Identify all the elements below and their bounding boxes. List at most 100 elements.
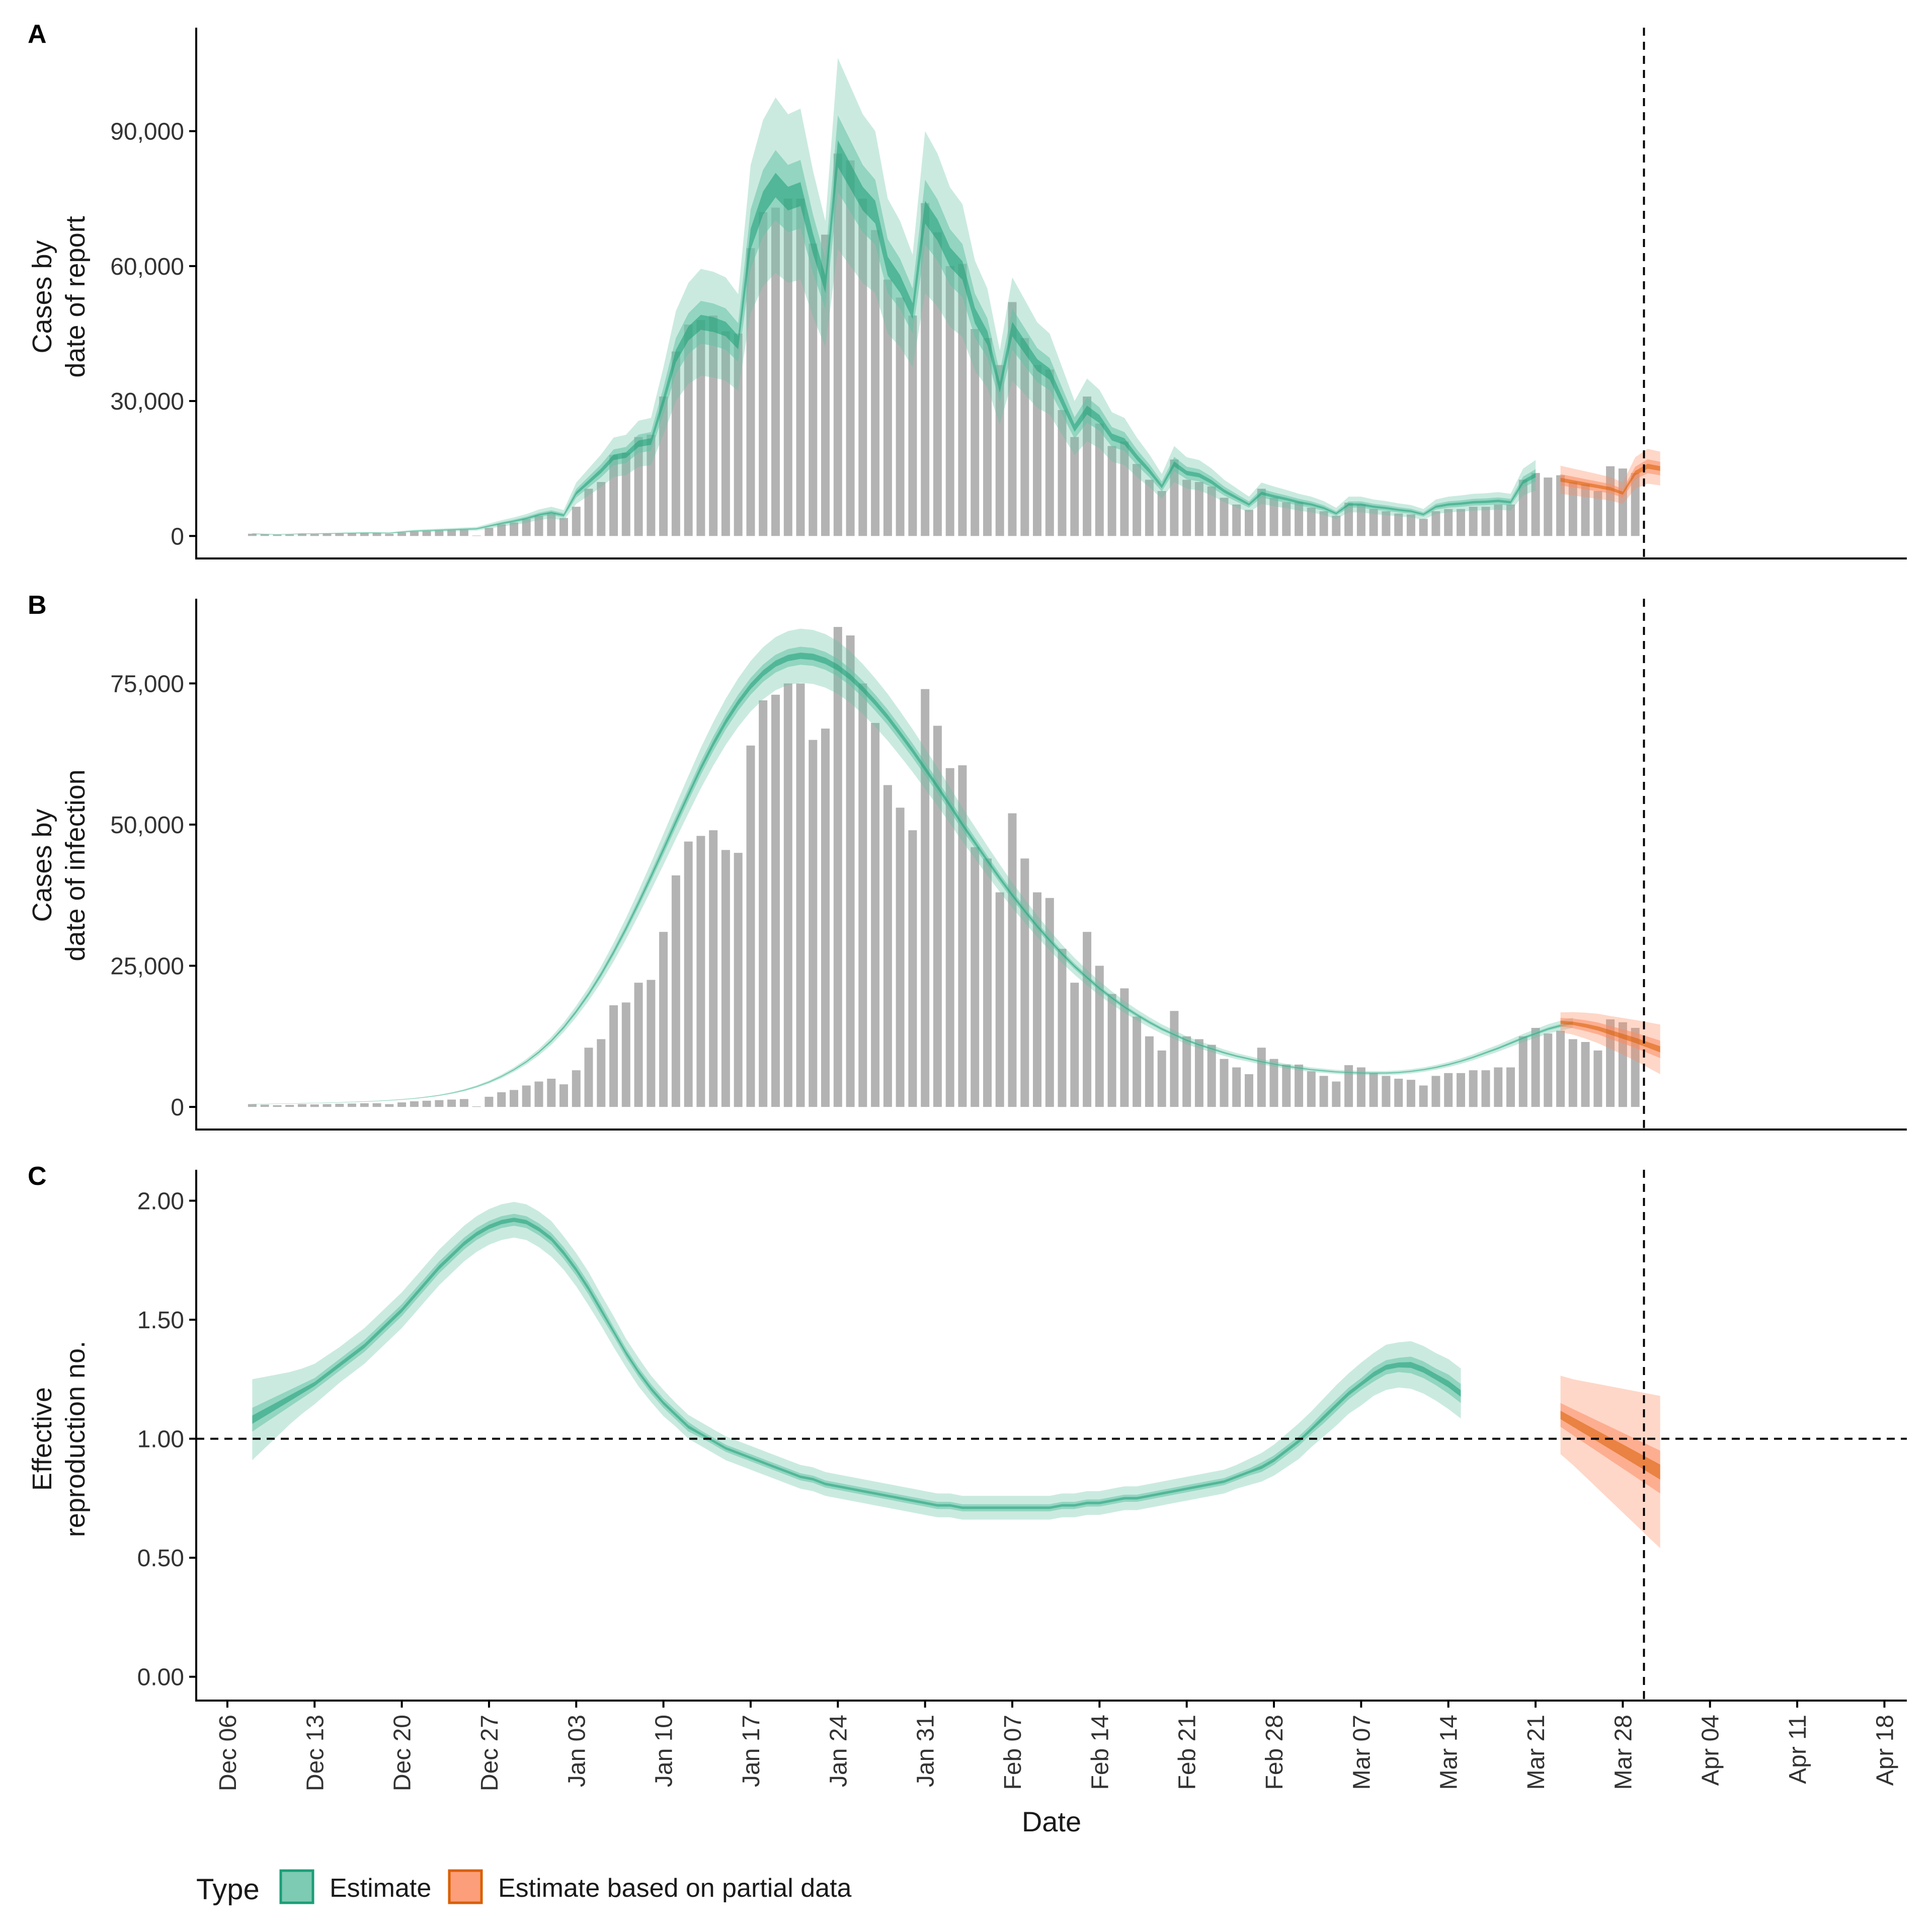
panel-a-bar [821, 234, 830, 536]
panel-a-bar [696, 320, 705, 536]
panel-a-bar [783, 198, 792, 536]
panel-a-bar [1457, 509, 1465, 536]
panel-b-bar [696, 836, 705, 1107]
panel-b-bar [410, 1101, 419, 1107]
panel-b-bar [1133, 1016, 1142, 1107]
panel-b-bar [497, 1092, 506, 1107]
panel-c-partial-band-20 [1560, 1411, 1660, 1480]
panel-b-bar [397, 1102, 407, 1107]
panel-a-bar [1207, 486, 1216, 536]
panel-b-bar [647, 980, 656, 1107]
panel-c-estimate-band-90 [252, 1201, 1461, 1520]
panel-a-bar [1568, 482, 1577, 536]
panel-b-bar [360, 1103, 369, 1107]
panel-a-bar [1282, 502, 1291, 536]
panel-a-bar [1307, 508, 1316, 536]
panel-a-bar [833, 153, 842, 536]
panel-a-bar [1444, 509, 1453, 536]
panel-b-bar [472, 1106, 481, 1107]
panel-b-bar [547, 1079, 556, 1107]
panel-a-y-tick-label: 30,000 [110, 388, 184, 415]
x-tick-label: Jan 24 [825, 1715, 852, 1787]
legend-label-estimate: Estimate [330, 1874, 431, 1903]
panel-a-bar [459, 529, 468, 536]
panel-a-bar [1406, 514, 1415, 536]
panel-a-bar [1431, 511, 1440, 536]
panel-a-bar [1332, 516, 1341, 536]
panel-b-bar [1332, 1081, 1341, 1107]
x-tick-label: Jan 03 [564, 1715, 590, 1787]
panel-b-bar [933, 726, 942, 1107]
x-axis: Dec 06 Dec 13 Dec 20 Dec 27 Jan 03 Jan 10 Jan … [215, 1701, 1898, 1791]
panel-b-bar [260, 1104, 269, 1107]
panel-b-bar [659, 932, 668, 1107]
panel-a-bar [584, 489, 593, 536]
panel-a-bar [1157, 491, 1166, 536]
panel-b-bar [908, 830, 917, 1107]
legend-label-partial: Estimate based on partial data [498, 1874, 852, 1903]
panel-a-bar [1419, 519, 1428, 536]
panel-b-bar [759, 700, 768, 1107]
panel-a-bar [597, 482, 606, 536]
x-tick-label: Feb 21 [1174, 1715, 1201, 1790]
panel-b-bar [1406, 1080, 1415, 1107]
panel-b-partial-band-50 [1560, 1018, 1660, 1058]
panel-a-bar [1394, 513, 1403, 536]
panel-b-bar [1419, 1085, 1428, 1107]
panel-a-bar [1045, 369, 1054, 536]
panel-a-bar [323, 533, 332, 536]
panel-a-bar [846, 160, 855, 536]
panel-a-bar [983, 338, 992, 536]
panel-b-bar [534, 1081, 543, 1107]
panel-b-bar [459, 1099, 468, 1107]
panel-b-y-tick-label: 0 [171, 1094, 184, 1121]
panel-b-bar [572, 1070, 581, 1107]
panel-b-bar [1207, 1044, 1216, 1107]
x-tick-label: Dec 13 [302, 1715, 329, 1791]
panel-b-bar [323, 1104, 332, 1107]
panel-b-bar [1083, 932, 1092, 1107]
x-tick-label: Jan 17 [738, 1715, 765, 1787]
panel-b-bar [1457, 1073, 1465, 1107]
panel-a: A Cases by date of report 0 30,000 60,000 9… [27, 20, 1907, 559]
panel-a-bar [684, 325, 693, 536]
panel-a-bar [671, 351, 680, 536]
panel-a-bar [273, 534, 282, 536]
panel-a-bar [1257, 489, 1266, 536]
panel-a-bar [771, 207, 780, 536]
panel-a-plot: 0 30,000 60,000 90,000 [110, 28, 1907, 559]
panel-a-bar [1556, 475, 1565, 536]
panel-a-bar [1382, 511, 1391, 536]
panel-a-bar [310, 534, 319, 536]
panel-b-y-tick-label: 50,000 [110, 812, 184, 839]
panel-a-bar [485, 528, 494, 536]
x-tick-label: Mar 21 [1523, 1715, 1550, 1790]
x-tick-label: Jan 31 [913, 1715, 939, 1787]
panel-a-y-tick-label: 0 [171, 523, 184, 550]
panel-a-bar [360, 533, 369, 536]
panel-a-partial-band-20 [1560, 463, 1660, 495]
x-tick-label: Feb 07 [1000, 1715, 1026, 1790]
panel-b-bar [1382, 1076, 1391, 1107]
x-axis-title: Date [1022, 1806, 1081, 1837]
panel-b-bar [1506, 1067, 1515, 1107]
panel-a-bar [721, 331, 730, 536]
panel-a-bar [1593, 491, 1602, 536]
panel-a-bar [1581, 484, 1590, 536]
panel-b-bar [435, 1100, 444, 1107]
panel-a-bar [1245, 510, 1253, 536]
panel-b-bar [597, 1039, 606, 1107]
panel-b-bar [1444, 1073, 1453, 1107]
panel-a-bar [621, 452, 630, 536]
panel-b-bar [983, 858, 992, 1107]
panel-b-bar [1095, 965, 1104, 1107]
panel-b-bar [1282, 1064, 1291, 1107]
panel-a-bar [1531, 473, 1540, 536]
panel-b-bar [871, 722, 880, 1107]
panel-b-bar [609, 1005, 618, 1107]
x-tick-label: Apr 18 [1872, 1715, 1898, 1786]
panel-b-plot: 0 25,000 50,000 75,000 [110, 599, 1907, 1131]
panel-b-bar [771, 694, 780, 1107]
x-tick-label: Feb 14 [1087, 1715, 1113, 1790]
panel-a-bar [497, 524, 506, 536]
